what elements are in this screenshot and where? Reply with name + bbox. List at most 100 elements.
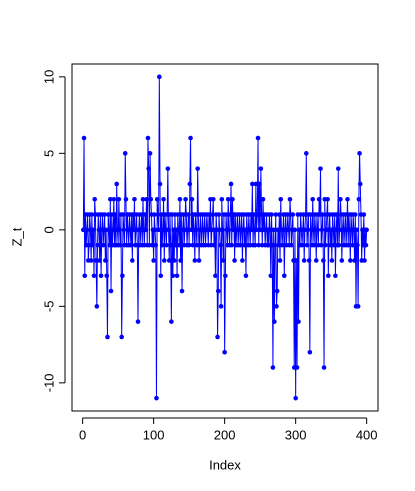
data-point: [147, 151, 153, 156]
data-point: [210, 196, 216, 202]
data-point: [215, 334, 220, 340]
data-point: [252, 242, 258, 248]
x-tick-label: 0: [79, 427, 86, 442]
data-point: [311, 242, 317, 248]
data-point: [294, 365, 300, 370]
data-point: [289, 242, 294, 248]
data-point: [159, 212, 164, 217]
data-point: [321, 258, 326, 263]
data-point: [108, 288, 114, 294]
data-point: [206, 212, 212, 217]
data-point: [154, 196, 160, 202]
x-tick-label: 100: [143, 427, 165, 442]
data-point: [161, 196, 166, 202]
data-point: [193, 227, 199, 233]
data-point: [237, 242, 243, 248]
data-point: [266, 242, 271, 248]
data-point: [243, 273, 249, 279]
data-point: [352, 258, 357, 263]
data-point: [84, 227, 90, 233]
data-point: [292, 227, 298, 233]
data-point: [338, 196, 343, 202]
data-point: [142, 212, 148, 217]
data-point: [343, 212, 348, 217]
data-point: [135, 319, 141, 324]
x-tick-label: 200: [214, 427, 236, 442]
y-tick-label: -10: [41, 373, 56, 392]
x-tick-label: 400: [356, 427, 378, 442]
data-point: [81, 227, 86, 233]
data-point: [313, 258, 319, 263]
data-point: [272, 242, 278, 248]
data-point: [251, 212, 257, 217]
data-point: [190, 242, 195, 248]
data-point: [215, 288, 221, 294]
data-point: [361, 212, 367, 217]
data-point: [194, 242, 200, 248]
y-axis-label: Z_t: [9, 227, 24, 246]
data-point: [157, 74, 162, 80]
data-point: [329, 258, 335, 263]
data-point: [258, 166, 264, 171]
data-point: [256, 242, 262, 248]
data-point: [213, 273, 218, 279]
data-point: [187, 181, 193, 187]
data-point: [355, 242, 360, 248]
data-point: [228, 212, 233, 217]
x-tick-label: 300: [285, 427, 307, 442]
data-point: [357, 181, 363, 187]
data-point: [281, 273, 287, 279]
data-point: [335, 166, 341, 171]
data-point: [333, 227, 339, 233]
data-point: [196, 258, 202, 263]
data-point: [307, 349, 313, 355]
data-point: [186, 242, 192, 248]
data-point: [230, 196, 235, 202]
data-point: [105, 334, 110, 340]
data-point: [296, 319, 301, 324]
data-point: [154, 395, 159, 401]
data-point: [94, 304, 100, 309]
data-point: [253, 181, 259, 187]
y-tick-label: 0: [41, 226, 56, 233]
data-point: [355, 304, 361, 309]
data-point: [148, 196, 154, 202]
data-point: [123, 196, 129, 202]
data-point: [98, 273, 104, 279]
data-point: [323, 242, 328, 248]
data-point: [278, 196, 284, 202]
data-point: [357, 151, 362, 156]
data-point: [315, 227, 320, 233]
data-point: [308, 212, 313, 217]
data-point: [145, 135, 151, 141]
data-point: [114, 181, 120, 187]
data-point: [220, 227, 225, 233]
data-point: [320, 212, 325, 217]
data-point: [82, 273, 88, 279]
data-point: [274, 304, 279, 309]
data-point: [171, 258, 177, 263]
data-point: [170, 273, 176, 279]
data-point: [186, 212, 191, 217]
data-point: [272, 319, 277, 324]
data-point: [195, 166, 200, 171]
data-point: [334, 212, 340, 217]
data-point: [299, 242, 305, 248]
data-point: [304, 242, 310, 248]
data-point: [93, 258, 99, 263]
data-point: [345, 196, 350, 202]
data-point: [276, 242, 281, 248]
data-point: [179, 288, 185, 294]
data-point: [176, 227, 181, 233]
y-tick-label: 10: [41, 70, 56, 84]
data-point: [257, 181, 262, 187]
data-point: [356, 196, 362, 202]
data-point: [354, 227, 360, 233]
data-point: [328, 242, 333, 248]
data-point: [112, 212, 118, 217]
data-point: [250, 181, 255, 187]
data-point: [157, 181, 163, 187]
data-point: [110, 227, 116, 233]
data-point: [277, 212, 282, 217]
